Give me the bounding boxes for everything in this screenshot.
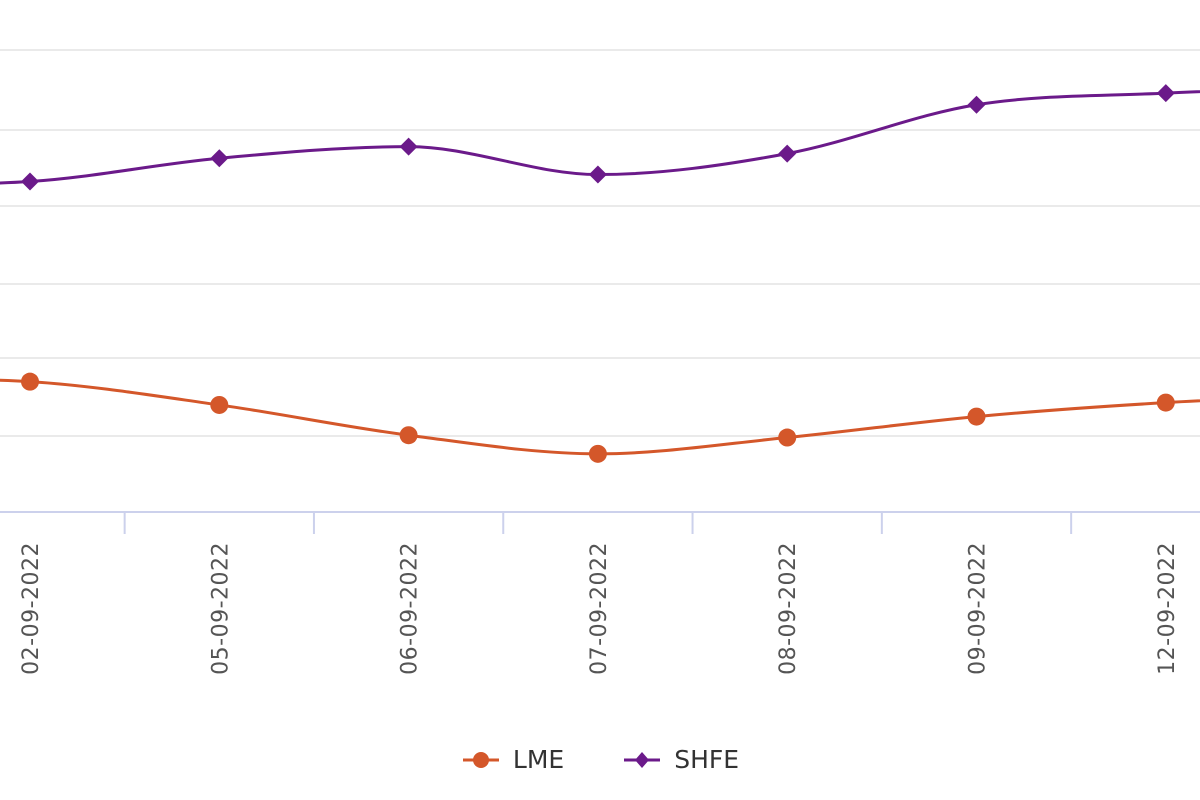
diamond-marker-icon (624, 751, 661, 768)
series-lme (0, 372, 1200, 463)
data-point-lme (210, 395, 229, 414)
data-point-lme (399, 426, 418, 445)
x-tick-label: 07-09-2022 (587, 542, 612, 675)
x-tick-label: 08-09-2022 (776, 542, 801, 675)
legend-item-lme[interactable]: LME (461, 745, 564, 774)
data-point-shfe (967, 95, 986, 114)
series-line-lme (0, 378, 1200, 456)
x-tick-label: 12-09-2022 (1155, 542, 1180, 675)
data-point-lme (967, 407, 986, 426)
x-tick-label: 06-09-2022 (398, 542, 423, 675)
x-tick-label: 05-09-2022 (208, 542, 233, 675)
series-layer (0, 84, 1200, 463)
data-point-shfe (399, 137, 418, 156)
x-axis (0, 511, 1200, 534)
x-tick-label: 09-09-2022 (966, 542, 991, 675)
gridlines (0, 49, 1200, 437)
data-point-shfe (1156, 84, 1175, 103)
legend-label-shfe: SHFE (674, 745, 740, 774)
data-point-shfe (21, 172, 39, 191)
data-point-lme (1156, 393, 1175, 412)
series-shfe (0, 84, 1200, 191)
data-point-lme (21, 372, 39, 391)
legend-label-lme: LME (512, 745, 565, 774)
legend: LME SHFE (0, 745, 1200, 774)
data-point-shfe (778, 144, 797, 163)
legend-item-shfe[interactable]: SHFE (622, 745, 739, 774)
data-point-shfe (588, 165, 607, 184)
circle-marker-icon (462, 751, 499, 768)
data-point-lme (588, 444, 607, 463)
x-tick-label: 02-09-2022 (19, 542, 44, 675)
data-point-lme (778, 428, 797, 447)
data-point-shfe (210, 149, 229, 168)
x-tick-labels: 02-09-2022 05-09-2022 06-09-2022 07-09-2022… (19, 542, 1180, 675)
